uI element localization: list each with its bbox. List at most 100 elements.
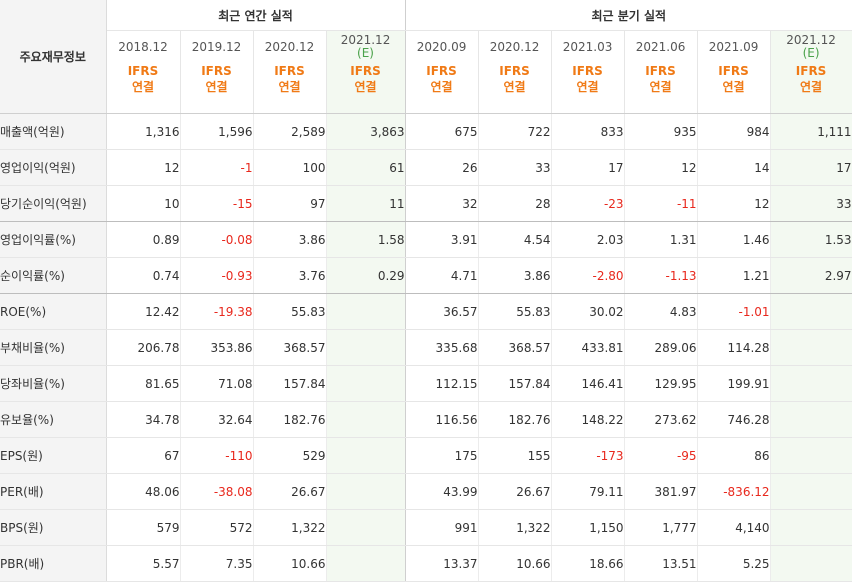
table-cell: 1,111 bbox=[770, 113, 852, 150]
table-cell: 7.35 bbox=[180, 545, 254, 582]
table-row: PER(배) 48.06 -38.08 26.67 43.99 26.67 79.11 381… bbox=[0, 473, 852, 510]
table-cell: 433.81 bbox=[551, 329, 625, 366]
table-cell: 86 bbox=[697, 437, 771, 474]
table-cell: 10 bbox=[106, 185, 181, 222]
table-cell: 17 bbox=[551, 149, 625, 186]
row-label: 유보율(%) bbox=[0, 401, 107, 438]
table-cell: 116.56 bbox=[405, 401, 479, 438]
table-cell: 4.83 bbox=[624, 293, 698, 330]
period-header: 2021.06 bbox=[624, 30, 698, 63]
table-cell: 157.84 bbox=[253, 365, 327, 402]
table-cell: 368.57 bbox=[478, 329, 552, 366]
table-cell: -1.01 bbox=[697, 293, 771, 330]
table-cell: 335.68 bbox=[405, 329, 479, 366]
table-cell: 991 bbox=[405, 509, 479, 546]
table-cell: 1,596 bbox=[180, 113, 254, 150]
table-cell: 182.76 bbox=[253, 401, 327, 438]
table-cell: 48.06 bbox=[106, 473, 181, 510]
period-header: 2019.12 bbox=[180, 30, 254, 63]
table-cell bbox=[326, 329, 406, 366]
table-cell bbox=[326, 437, 406, 474]
table-cell: 32.64 bbox=[180, 401, 254, 438]
table-cell: 4.54 bbox=[478, 221, 552, 258]
period-header: 2021.12 (E) bbox=[770, 30, 852, 63]
table-cell: 26.67 bbox=[253, 473, 327, 510]
period-date: 2018.12 bbox=[118, 39, 168, 54]
basis-standard: IFRS bbox=[795, 64, 827, 78]
table-cell: 289.06 bbox=[624, 329, 698, 366]
table-cell: 13.37 bbox=[405, 545, 479, 582]
table-cell: 2.97 bbox=[770, 257, 852, 294]
table-cell: 146.41 bbox=[551, 365, 625, 402]
table-cell: -23 bbox=[551, 185, 625, 222]
table-cell: 675 bbox=[405, 113, 479, 150]
table-cell: 67 bbox=[106, 437, 181, 474]
table-cell: -0.08 bbox=[180, 221, 254, 258]
basis-consolidation: 연결 bbox=[576, 80, 599, 94]
basis-header-row: IFRS 연결 IFRS 연결 IFRS 연결 IFRS 연결 IFRS 연결 IFRS 연결 IFRS… bbox=[0, 63, 852, 114]
table-row: 당좌비율(%) 81.65 71.08 157.84 112.15 157.84 146.4… bbox=[0, 365, 852, 402]
table-cell: 55.83 bbox=[253, 293, 327, 330]
row-label: 순이익률(%) bbox=[0, 257, 107, 294]
basis-header: IFRS 연결 bbox=[478, 63, 552, 114]
table-cell bbox=[770, 509, 852, 546]
table-cell: 368.57 bbox=[253, 329, 327, 366]
table-cell: -95 bbox=[624, 437, 698, 474]
table-cell bbox=[326, 545, 406, 582]
row-label: 매출액(억원) bbox=[0, 113, 107, 150]
table-cell: 175 bbox=[405, 437, 479, 474]
table-cell: 155 bbox=[478, 437, 552, 474]
table-cell: 3,863 bbox=[326, 113, 406, 150]
table-cell: 33 bbox=[478, 149, 552, 186]
basis-consolidation: 연결 bbox=[354, 80, 377, 94]
table-row: EPS(원) 67 -110 529 175 155 -173 -95 86 bbox=[0, 437, 852, 474]
table-cell: 114.28 bbox=[697, 329, 771, 366]
estimate-marker: (E) bbox=[802, 46, 820, 60]
table-cell: 129.95 bbox=[624, 365, 698, 402]
table-cell: 13.51 bbox=[624, 545, 698, 582]
period-date: 2021.12 bbox=[786, 33, 836, 47]
table-cell: -15 bbox=[180, 185, 254, 222]
table-cell bbox=[770, 329, 852, 366]
table-cell: 0.29 bbox=[326, 257, 406, 294]
basis-header: IFRS 연결 bbox=[624, 63, 698, 114]
table-cell: 1.46 bbox=[697, 221, 771, 258]
table-cell: 157.84 bbox=[478, 365, 552, 402]
table-cell bbox=[326, 473, 406, 510]
period-date: 2021.09 bbox=[708, 39, 759, 54]
basis-header: IFRS 연결 bbox=[405, 63, 479, 114]
table-cell: 2.03 bbox=[551, 221, 625, 258]
table-cell: 206.78 bbox=[106, 329, 181, 366]
basis-consolidation: 연결 bbox=[430, 80, 453, 94]
table-cell: 30.02 bbox=[551, 293, 625, 330]
row-label: BPS(원) bbox=[0, 509, 107, 546]
table-cell: 148.22 bbox=[551, 401, 625, 438]
row-label: PER(배) bbox=[0, 473, 107, 510]
table-cell: 579 bbox=[106, 509, 181, 546]
table-cell: 833 bbox=[551, 113, 625, 150]
table-cell: 4,140 bbox=[697, 509, 771, 546]
table-cell: 11 bbox=[326, 185, 406, 222]
period-date: 2021.12 bbox=[340, 33, 391, 47]
table-cell: -2.80 bbox=[551, 257, 625, 294]
table-cell: 5.25 bbox=[697, 545, 771, 582]
table-row: 부채비율(%) 206.78 353.86 368.57 335.68 368.57 433… bbox=[0, 329, 852, 366]
table-cell bbox=[326, 509, 406, 546]
table-cell: 1.58 bbox=[326, 221, 406, 258]
table-cell: 79.11 bbox=[551, 473, 625, 510]
period-header: 2020.09 bbox=[405, 30, 479, 63]
table-cell: 3.86 bbox=[253, 221, 327, 258]
period-header: 2020.12 bbox=[253, 30, 327, 63]
period-header: 2021.12 (E) bbox=[326, 30, 406, 63]
period-date: 2019.12 bbox=[191, 39, 242, 54]
table-cell bbox=[770, 401, 852, 438]
table-cell: 112.15 bbox=[405, 365, 479, 402]
basis-consolidation: 연결 bbox=[503, 80, 526, 94]
basis-consolidation: 연결 bbox=[800, 80, 823, 94]
row-label: EPS(원) bbox=[0, 437, 107, 474]
table-row: 순이익률(%) 0.74 -0.93 3.76 0.29 4.71 3.86 -2.80 -1.… bbox=[0, 257, 852, 294]
table-cell bbox=[326, 401, 406, 438]
table-cell bbox=[326, 365, 406, 402]
basis-standard: IFRS bbox=[127, 64, 159, 78]
